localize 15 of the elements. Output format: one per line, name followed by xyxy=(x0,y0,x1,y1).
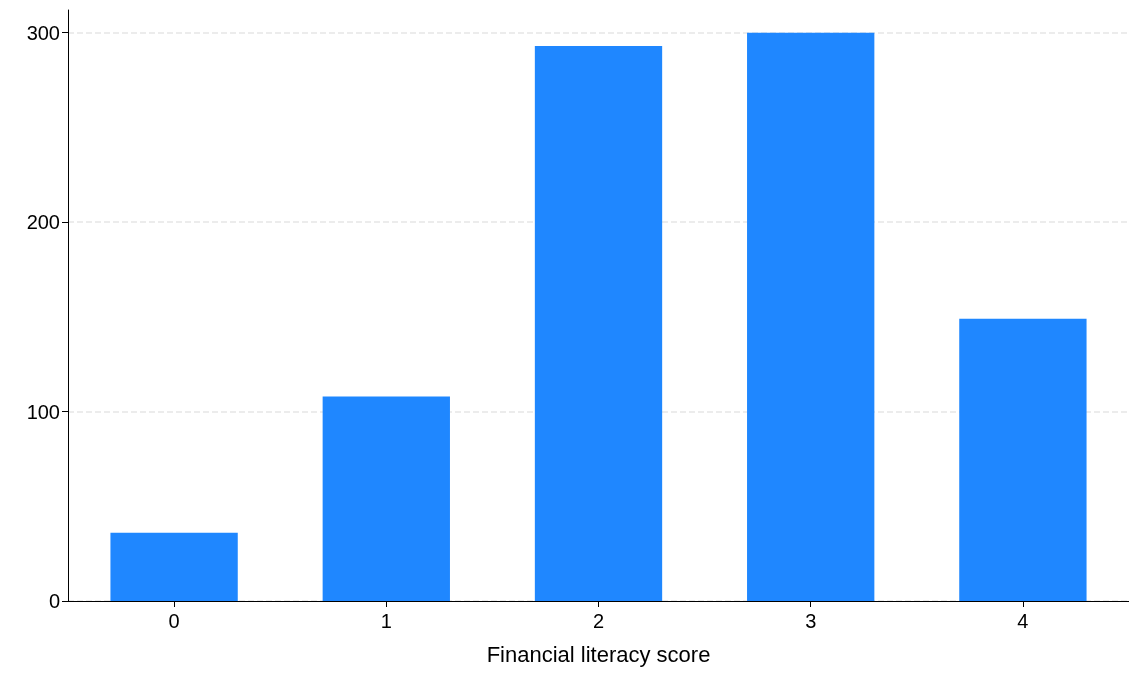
bar xyxy=(322,396,450,601)
y-tick-label: 300 xyxy=(26,21,60,44)
x-tick-label: 2 xyxy=(592,610,605,632)
x-tick-label: 4 xyxy=(1017,610,1029,632)
x-axis-title: Financial literacy score xyxy=(486,641,711,667)
x-tick-label: 3 xyxy=(805,610,817,632)
x-tick-label: 1 xyxy=(380,610,392,632)
y-tick-label: 200 xyxy=(26,211,60,234)
bar xyxy=(747,32,875,601)
bar xyxy=(110,532,238,601)
y-tick-label: 0 xyxy=(48,590,60,612)
x-tick-label: 0 xyxy=(168,610,180,632)
bar xyxy=(534,45,663,601)
y-tick-label: 100 xyxy=(26,400,60,423)
bar xyxy=(959,318,1087,601)
